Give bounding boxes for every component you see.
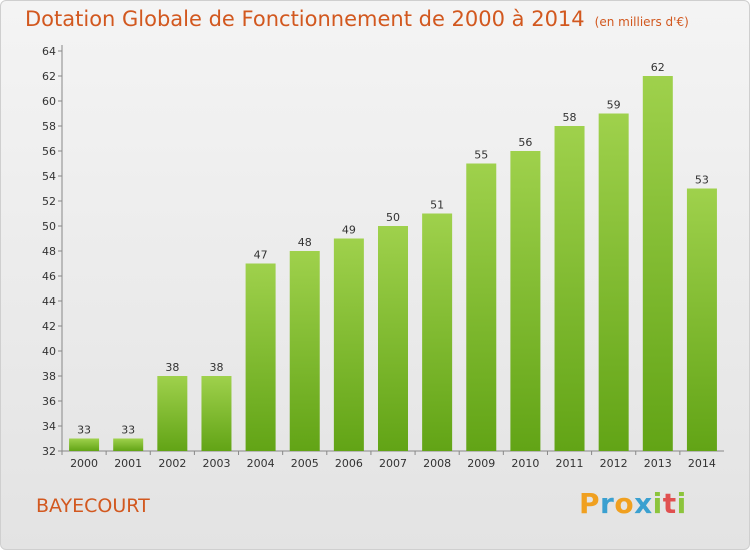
x-tick-label: 2010 bbox=[511, 457, 539, 470]
y-tick-label: 38 bbox=[42, 370, 56, 383]
value-label: 62 bbox=[651, 61, 665, 74]
logo-letter: x bbox=[634, 487, 653, 520]
bars bbox=[69, 76, 717, 451]
logo-letter: o bbox=[614, 487, 635, 520]
value-label: 55 bbox=[474, 149, 488, 162]
bar bbox=[245, 263, 276, 451]
bar bbox=[113, 438, 144, 451]
value-label: 53 bbox=[695, 174, 709, 187]
x-tick-label: 2008 bbox=[423, 457, 451, 470]
y-tick-label: 62 bbox=[42, 70, 56, 83]
bar bbox=[466, 163, 497, 451]
y-tick-label: 40 bbox=[42, 345, 56, 358]
bar bbox=[510, 151, 541, 451]
axes: 32 34 36 38 40 42 44 46 48 50 52 54 56 58 60 62 64 bbox=[42, 45, 724, 458]
bar bbox=[686, 188, 717, 451]
x-tick-label: 2000 bbox=[70, 457, 98, 470]
y-tick-label: 42 bbox=[42, 320, 56, 333]
y-tick-label: 60 bbox=[42, 95, 56, 108]
value-label: 47 bbox=[254, 249, 268, 262]
y-tick-label: 64 bbox=[42, 45, 56, 58]
value-label: 48 bbox=[298, 236, 312, 249]
x-tick-label: 2003 bbox=[202, 457, 230, 470]
value-label: 38 bbox=[209, 361, 223, 374]
y-tick-label: 48 bbox=[42, 245, 56, 258]
bar bbox=[642, 76, 673, 451]
value-label: 51 bbox=[430, 199, 444, 212]
bar bbox=[289, 251, 320, 451]
y-tick-label: 34 bbox=[42, 420, 56, 433]
y-tick-label: 44 bbox=[42, 295, 56, 308]
value-label: 49 bbox=[342, 224, 356, 237]
value-label: 33 bbox=[77, 424, 91, 437]
value-label: 33 bbox=[121, 424, 135, 437]
chart-title: Dotation Globale de Fonctionnement de 20… bbox=[25, 7, 689, 31]
bar bbox=[201, 376, 232, 451]
logo-letter: P bbox=[579, 487, 601, 520]
unit-note: (en milliers d'€) bbox=[594, 15, 689, 29]
x-tick-label: 2009 bbox=[467, 457, 495, 470]
bar bbox=[69, 438, 100, 451]
proxiti-logo: Proxiti bbox=[579, 487, 687, 520]
x-tick-label: 2011 bbox=[556, 457, 584, 470]
value-label: 58 bbox=[563, 111, 577, 124]
x-tick-label: 2007 bbox=[379, 457, 407, 470]
x-tick-label: 2012 bbox=[600, 457, 628, 470]
y-tick-label: 46 bbox=[42, 270, 56, 283]
x-tick-label: 2013 bbox=[644, 457, 672, 470]
logo-letter: i bbox=[652, 487, 663, 520]
y-tick-label: 36 bbox=[42, 395, 56, 408]
y-tick-label: 54 bbox=[42, 170, 56, 183]
value-label: 59 bbox=[607, 99, 621, 112]
bar bbox=[554, 126, 585, 451]
x-tick-label: 2014 bbox=[688, 457, 716, 470]
labels: 33 2000 33 2001 38 2002 38 2003 47 2004 48 2005 49 20… bbox=[70, 61, 716, 470]
x-tick-label: 2001 bbox=[114, 457, 142, 470]
value-label: 56 bbox=[518, 136, 532, 149]
value-label: 38 bbox=[165, 361, 179, 374]
x-tick-label: 2002 bbox=[158, 457, 186, 470]
bar bbox=[333, 238, 364, 451]
logo-letter: r bbox=[600, 487, 615, 520]
y-tick-label: 50 bbox=[42, 220, 56, 233]
y-tick-label: 52 bbox=[42, 195, 56, 208]
logo-letter: t bbox=[662, 487, 677, 520]
bar bbox=[378, 226, 408, 451]
commune-name: BAYECOURT bbox=[36, 495, 150, 517]
y-tick-label: 56 bbox=[42, 145, 56, 158]
title-text: Dotation Globale de Fonctionnement de 20… bbox=[25, 7, 585, 31]
y-tick-label: 58 bbox=[42, 120, 56, 133]
bar bbox=[157, 376, 188, 451]
bar bbox=[422, 213, 453, 451]
value-label: 50 bbox=[386, 211, 400, 224]
x-tick-label: 2005 bbox=[291, 457, 319, 470]
logo-letter: i bbox=[676, 487, 687, 520]
bar bbox=[598, 113, 629, 451]
x-tick-label: 2004 bbox=[247, 457, 275, 470]
x-tick-label: 2006 bbox=[335, 457, 363, 470]
y-tick-label: 32 bbox=[42, 445, 56, 458]
